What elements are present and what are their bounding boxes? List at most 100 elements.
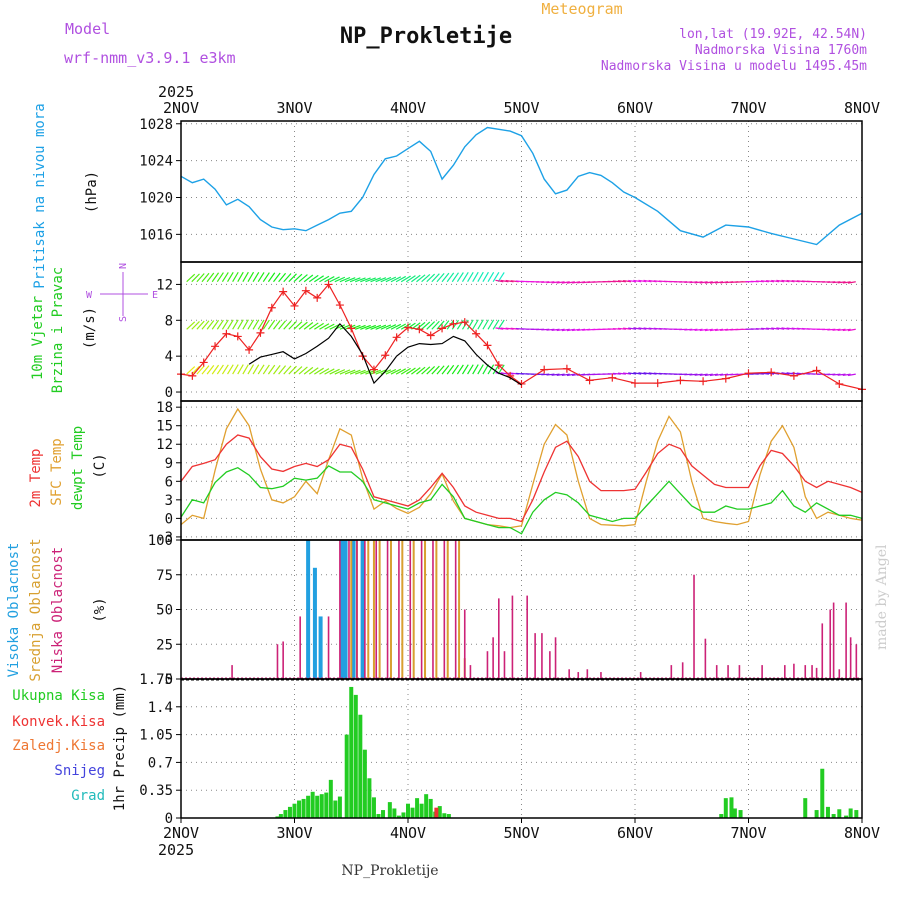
pressure-ytick-label: 1020 [139, 190, 173, 206]
wind-arrow [227, 364, 234, 375]
wind-outer-label-2: Brzina i Pravac [50, 267, 66, 393]
wind-gust-marker [835, 379, 844, 388]
x-label-top: 7NOV [730, 99, 766, 117]
x-label-top: 5NOV [503, 99, 539, 117]
wind-ytick-label: 12 [156, 277, 173, 293]
wind-arrow [436, 273, 445, 283]
wind-arrow [623, 372, 632, 375]
cloud-bar-low [299, 616, 301, 679]
cloud-bar-low [534, 633, 536, 679]
data-layer [177, 126, 866, 818]
wind-arrow [456, 272, 464, 283]
wind-gust-marker [812, 366, 821, 375]
wind-arrow [416, 274, 426, 283]
wind-arrow [461, 364, 469, 375]
wind-arrow [247, 364, 255, 375]
wind-gust-marker [256, 328, 265, 337]
wind-arrow [497, 364, 505, 375]
wind-arrow [704, 328, 713, 332]
x-label-bottom: 7NOV [730, 824, 766, 842]
wind-arrow [638, 372, 647, 375]
wind-arrow [638, 327, 647, 330]
wind-mean-line [248, 322, 522, 386]
wind-arrow [380, 324, 392, 330]
wind-arrow [288, 365, 297, 375]
cloud-bar-low [815, 667, 818, 679]
wind-arrow [329, 323, 340, 330]
wind-arrow [370, 277, 382, 283]
cloud-bar-mid [350, 540, 353, 679]
wind-arrow [781, 327, 790, 330]
wind-arrow [334, 369, 346, 375]
wind-gust-marker [585, 376, 594, 385]
wind-gust-marker [426, 331, 435, 340]
wind-arrow [714, 373, 724, 377]
wind-arrow [395, 323, 407, 330]
temperature-ytick-label: 0 [165, 511, 173, 527]
wind-arrow [714, 328, 724, 332]
wind-arrow [714, 281, 724, 284]
wind-arrow [699, 373, 708, 376]
wind-arrow [684, 281, 693, 284]
credit: made by Angel [874, 544, 890, 650]
wind-gust-marker [199, 358, 208, 367]
precip-bar-total [424, 794, 429, 818]
wind-arrow [842, 373, 851, 376]
wind-arrow [262, 319, 270, 330]
wind-arrow [487, 364, 495, 375]
x-label-bottom: 3NOV [276, 824, 312, 842]
wind-arrow [633, 327, 642, 330]
wind-ytick-label: 4 [165, 349, 173, 365]
cloud-bar-mid [446, 540, 449, 679]
wind-arrow [832, 281, 841, 284]
wind-arrow [482, 271, 489, 283]
wind-arrow [451, 272, 459, 283]
wind-arrow [252, 319, 260, 330]
wind-arrow [293, 273, 303, 283]
cloud-ylabel: (%) [92, 597, 108, 622]
temp-outer-label: 2m Temp [28, 448, 44, 507]
wind-arrow [405, 367, 416, 375]
cloud-bar-low [704, 638, 707, 679]
wind-arrow [704, 373, 713, 377]
wind-arrow [633, 279, 642, 283]
wind-arrow [694, 328, 703, 332]
wind-gust-marker [517, 379, 526, 388]
cloud-bar-mid [435, 540, 438, 679]
wind-arrow [760, 327, 770, 330]
wind-arrow [206, 320, 215, 330]
cloud-outer-label-2: Srednja Oblacnost [28, 538, 44, 681]
wind-arrow [232, 319, 239, 330]
wind-arrow [206, 364, 215, 375]
precip-bar-total [415, 798, 420, 818]
wind-arrow [648, 279, 657, 283]
precip-bar-total [344, 734, 349, 818]
meteogram-subtitle: Meteogram [541, 0, 622, 18]
wind-arrow [186, 273, 196, 283]
wind-arrow [247, 271, 255, 283]
wind-arrow [288, 320, 297, 330]
wind-arrow [426, 365, 436, 375]
wind-arrow [617, 327, 626, 330]
wind-arrow [262, 272, 270, 283]
wind-arrow [791, 372, 800, 375]
wind-arrow [375, 277, 387, 283]
temp-ylabel: (C) [92, 453, 108, 478]
wind-arrow [431, 273, 440, 283]
clouds-ytick-label: 100 [148, 533, 173, 549]
wind-arrow [472, 319, 479, 330]
precip-bar-conv [434, 807, 439, 818]
x-label-bottom: 8NOV [844, 824, 880, 842]
wind-arrow [298, 274, 308, 283]
precip-ylabel: 1hr Precip (mm) [112, 685, 128, 811]
wind-arrow [201, 365, 210, 375]
wind-gust-marker [494, 361, 503, 370]
wind-arrow [492, 272, 500, 283]
wind-gust-marker [267, 303, 276, 312]
wind-arrow [781, 279, 790, 283]
wind-ylabel: (m/s) [82, 307, 98, 349]
footer-title: NP_Prokletije [341, 863, 438, 879]
wind-arrow [267, 319, 276, 330]
precip-bar-total [292, 803, 297, 818]
cloud-bar-low [568, 669, 570, 679]
